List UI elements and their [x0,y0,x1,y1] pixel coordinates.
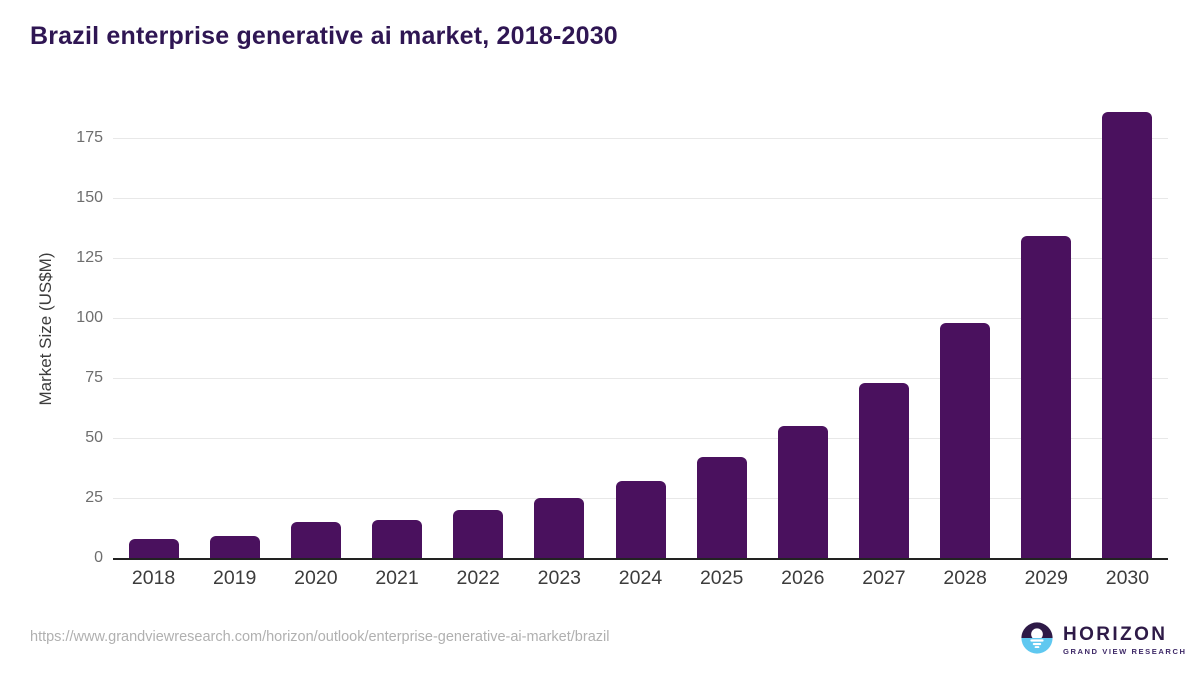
gridline [113,198,1168,199]
x-tick-label-2026: 2026 [781,567,825,589]
gridline [113,438,1168,439]
y-tick-label: 0 [94,549,103,566]
bar-2019[interactable] [209,536,260,558]
y-tick-label: 100 [76,309,103,326]
chart-title: Brazil enterprise generative ai market, … [30,22,618,50]
bar-2027[interactable] [858,382,909,558]
y-tick-label: 75 [85,369,103,386]
x-tick-label-2028: 2028 [943,567,987,589]
x-tick-label-2027: 2027 [862,567,906,589]
bar-2025[interactable] [696,457,747,558]
plot-area [113,100,1168,560]
bar-2020[interactable] [290,522,341,558]
y-tick-label: 175 [76,129,103,146]
logo-tagline: GRAND VIEW RESEARCH [1063,647,1187,656]
x-tick-label-2030: 2030 [1105,567,1150,589]
logo-text: HORIZON GRAND VIEW RESEARCH [1063,621,1187,656]
bar-2023[interactable] [534,498,585,558]
bar-2024[interactable] [615,481,666,558]
logo-brand: HORIZON [1063,624,1168,645]
y-tick-label: 150 [76,189,103,206]
x-tick-label-2020: 2020 [294,567,338,589]
y-axis-ticks: 0 25 50 75 100 125 150 175 [0,100,103,566]
bar-2028[interactable] [940,322,991,558]
source-url: https://www.grandviewresearch.com/horizo… [30,629,610,645]
x-axis-labels: 2018 2019 2020 2021 2022 2023 2024 2025 2026 2027… [113,567,1168,593]
y-tick-label: 25 [85,489,103,506]
gridline [113,258,1168,259]
bar-2026[interactable] [777,426,828,558]
bar-2029[interactable] [1021,236,1072,558]
bar-2021[interactable] [372,519,423,558]
bar-2030[interactable] [1102,111,1153,558]
y-tick-label: 125 [76,249,103,266]
gridline [113,138,1168,139]
y-tick-label: 50 [85,429,103,446]
x-tick-label-2022: 2022 [456,567,500,589]
x-tick-label-2021: 2021 [375,567,419,589]
x-tick-label-2023: 2023 [537,567,582,589]
horizon-logo: HORIZON GRAND VIEW RESEARCH [1020,621,1187,656]
gridline [113,318,1168,319]
x-tick-label-2025: 2025 [699,567,744,589]
x-tick-label-2029: 2029 [1024,567,1068,589]
x-tick-label-2024: 2024 [618,567,663,589]
gridline [113,378,1168,379]
x-tick-label-2018: 2018 [131,567,176,589]
bar-2022[interactable] [453,510,504,558]
x-tick-label-2019: 2019 [213,567,257,589]
horizon-sun-icon [1020,621,1054,655]
bar-2018[interactable] [128,538,179,558]
